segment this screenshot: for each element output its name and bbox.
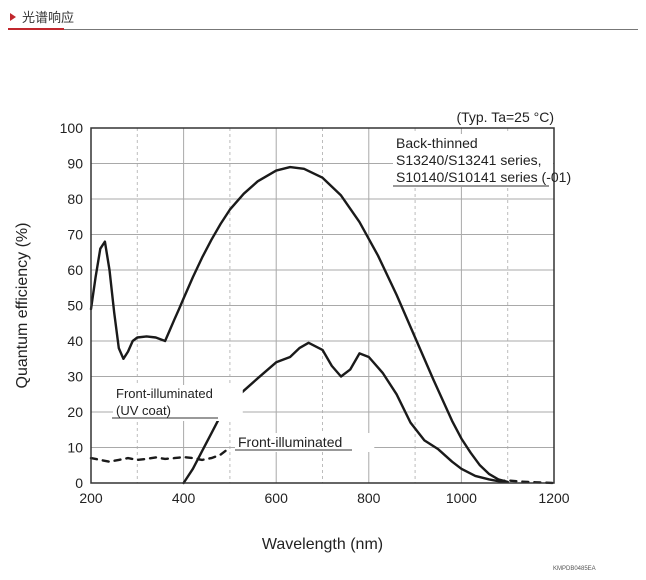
back-thinned-label-line-2: S13240/S13241 series, — [396, 152, 542, 168]
front-illuminated-label-line-1: Front-illuminated — [238, 434, 342, 450]
back-thinned-label-bg — [393, 134, 553, 187]
y-axis-label: Quantum efficiency (%) — [14, 223, 31, 389]
figure-code: KMPDB0485EA — [553, 566, 596, 572]
x-tick-label-1200: 1200 — [538, 490, 569, 506]
series-line-3 — [89, 446, 232, 463]
section-divider-accent — [8, 28, 64, 30]
front-uv-label-line-1: Front-illuminated — [116, 386, 213, 401]
plot-frame — [90, 127, 555, 484]
y-tick-label-70: 70 — [67, 227, 83, 243]
section-divider — [8, 29, 638, 30]
back-thinned-label-line-1: Back-thinned — [396, 135, 478, 151]
y-tick-label-50: 50 — [67, 298, 83, 314]
section-title: 光谱响应 — [22, 10, 75, 25]
x-tick-label-600: 600 — [265, 490, 289, 506]
y-tick-label-90: 90 — [67, 156, 83, 172]
y-tick-label-10: 10 — [67, 440, 83, 456]
y-tick-label-0: 0 — [75, 475, 83, 491]
y-tick-label-80: 80 — [67, 191, 83, 207]
x-tick-label-200: 200 — [79, 490, 103, 506]
back-thinned-label-line-3: S10140/S10141 series (-01) — [396, 169, 571, 185]
series-line-1 — [89, 165, 509, 484]
section-marker-icon — [10, 13, 16, 21]
x-tick-label-1000: 1000 — [446, 490, 477, 506]
front-uv-label-bg — [113, 385, 243, 421]
condition-label: (Typ. Ta=25 °C) — [456, 109, 554, 125]
y-tick-label-60: 60 — [67, 262, 83, 278]
x-axis-label: Wavelength (nm) — [262, 536, 383, 553]
x-tick-label-800: 800 — [357, 490, 381, 506]
section-header: 光谱响应 — [8, 4, 638, 32]
y-tick-label-30: 30 — [67, 369, 83, 385]
front-uv-label-line-2: (UV coat) — [116, 403, 171, 418]
y-tick-label-100: 100 — [60, 120, 84, 136]
y-tick-label-20: 20 — [67, 404, 83, 420]
y-tick-label-40: 40 — [67, 333, 83, 349]
x-tick-label-400: 400 — [172, 490, 196, 506]
front-illuminated-label-bg — [235, 433, 375, 452]
